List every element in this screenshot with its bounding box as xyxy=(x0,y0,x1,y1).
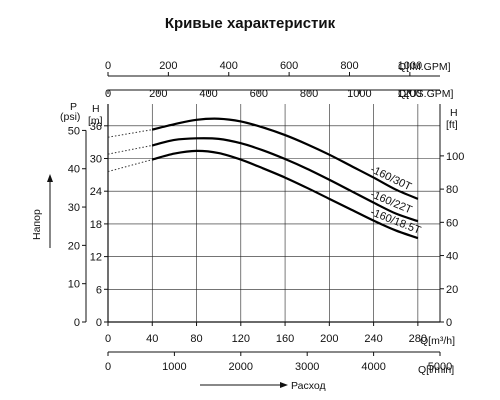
y-tick-label: 30 xyxy=(90,154,102,166)
y-tick-label: 18 xyxy=(90,219,102,231)
im-gpm-tick-label: 0 xyxy=(105,60,111,72)
y-axis-title: Напор xyxy=(31,209,43,240)
series-1-dotted-segment xyxy=(107,144,153,155)
right-ft-axis-unit: [ft] xyxy=(446,119,458,131)
y-tick-label: 12 xyxy=(90,252,102,264)
left-m-axis-unit: [m] xyxy=(88,115,103,127)
x-tick-label: 240 xyxy=(364,333,382,345)
ft-tick-label: 100 xyxy=(446,151,464,163)
us-gpm-tick-label: 400 xyxy=(199,88,217,100)
y-tick-label: 24 xyxy=(90,186,102,198)
series-0-dotted-segment xyxy=(107,129,153,138)
axes xyxy=(85,75,441,353)
l-min-tick-label: 5000 xyxy=(428,361,452,373)
series: -160/30T-160/22T-160/18.5T xyxy=(107,117,423,240)
top-im-gpm-axis-label: Q[IM.GPM] xyxy=(398,61,451,73)
us-gpm-tick-label: 1200 xyxy=(397,88,421,100)
l-min-tick-label: 0 xyxy=(105,361,111,373)
chart-title: Кривые характеристик xyxy=(165,15,336,32)
x-tick-label: 280 xyxy=(409,333,427,345)
psi-tick-label: 30 xyxy=(68,202,80,214)
x-tick-label: 120 xyxy=(232,333,250,345)
left-m-axis-label: H xyxy=(92,103,100,115)
l-min-tick-label: 4000 xyxy=(361,361,385,373)
im-gpm-tick-label: 800 xyxy=(340,60,358,72)
us-gpm-tick-label: 0 xyxy=(105,88,111,100)
psi-tick-label: 0 xyxy=(74,317,80,329)
ft-tick-label: 40 xyxy=(446,251,458,263)
series-0-curve xyxy=(152,117,419,200)
x-tick-label: 200 xyxy=(320,333,338,345)
left-psi-axis-label: P xyxy=(70,101,77,113)
flow-arrow-head xyxy=(280,382,288,388)
us-gpm-tick-label: 800 xyxy=(300,88,318,100)
series-1-curve xyxy=(151,137,419,223)
top-us-gpm-axis-label: Q[US.GPM] xyxy=(398,88,454,100)
psi-tick-label: 20 xyxy=(68,240,80,252)
right-ft-axis-label: H xyxy=(450,107,458,119)
l-min-tick-label: 2000 xyxy=(229,361,253,373)
us-gpm-tick-label: 600 xyxy=(250,88,268,100)
series-2-curve xyxy=(151,149,419,240)
tick-labels: 0 40 80 120 160 200 240 28006121824303601020304… xyxy=(68,60,465,373)
ft-tick-label: 80 xyxy=(446,184,458,196)
y-tick-label: 6 xyxy=(96,284,102,296)
psi-tick-label: 10 xyxy=(68,279,80,291)
ft-tick-label: 0 xyxy=(446,317,452,329)
x-tick-label: 40 xyxy=(146,333,158,345)
ft-tick-label: 60 xyxy=(446,217,458,229)
x-tick-label: 160 xyxy=(276,333,294,345)
x-tick-label: 80 xyxy=(190,333,202,345)
psi-tick-label: 50 xyxy=(68,125,80,137)
x-tick-label: 0 xyxy=(105,333,111,345)
l-min-tick-label: 1000 xyxy=(162,361,186,373)
us-gpm-tick-label: 1000 xyxy=(347,88,371,100)
left-psi-axis-unit: (psi) xyxy=(60,111,80,123)
psi-tick-label: 40 xyxy=(68,164,80,176)
head-arrow-head xyxy=(47,174,53,182)
ft-tick-label: 20 xyxy=(446,284,458,296)
y-tick-label: 36 xyxy=(90,121,102,133)
l-min-tick-label: 3000 xyxy=(295,361,319,373)
im-gpm-tick-label: 200 xyxy=(159,60,177,72)
im-gpm-tick-label: 1000 xyxy=(398,60,422,72)
y-tick-label: 0 xyxy=(96,317,102,329)
im-gpm-tick-label: 600 xyxy=(280,60,298,72)
x-axis-title: Расход xyxy=(291,380,326,392)
series-2-dotted-segment xyxy=(107,159,153,173)
bottom-l-min-axis-label: Q[l/min] xyxy=(418,364,454,376)
im-gpm-tick-label: 400 xyxy=(220,60,238,72)
x-axis-unit-label: Q[m³/h] xyxy=(420,335,455,347)
us-gpm-tick-label: 200 xyxy=(149,88,167,100)
grid xyxy=(108,104,440,322)
